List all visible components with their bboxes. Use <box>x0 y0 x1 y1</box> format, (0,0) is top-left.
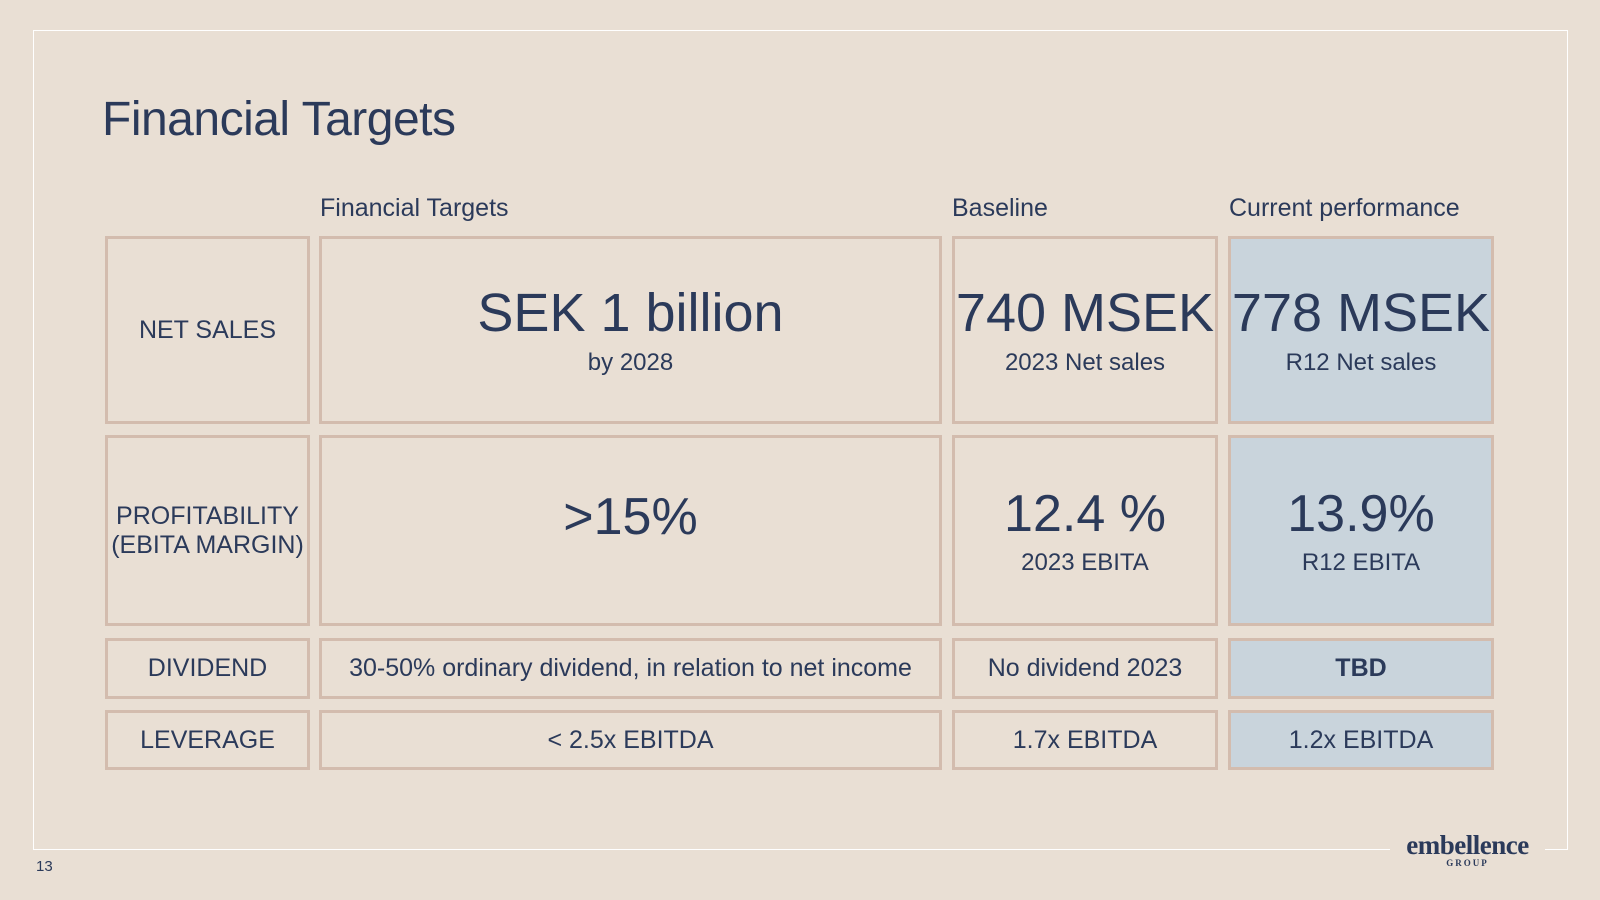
current-profitability: 13.9% R12 EBITA <box>1228 435 1494 626</box>
row-label-line1: PROFITABILITY <box>116 501 299 530</box>
page-number: 13 <box>36 858 53 875</box>
baseline-value: 1.7x EBITDA <box>1012 725 1158 754</box>
row-label-text: NET SALES <box>138 315 277 344</box>
baseline-net-sales: 740 MSEK 2023 Net sales <box>952 236 1218 424</box>
current-value: TBD <box>1335 654 1387 682</box>
row-label-text: LEVERAGE <box>140 725 275 754</box>
column-header-baseline: Baseline <box>952 194 1048 222</box>
row-label-leverage: LEVERAGE <box>105 710 310 770</box>
target-leverage: < 2.5x EBITDA <box>319 710 942 770</box>
target-dividend: 30-50% ordinary dividend, in relation to… <box>319 638 942 699</box>
current-dividend: TBD <box>1228 638 1494 699</box>
current-value: 13.9% <box>1287 484 1435 543</box>
baseline-dividend: No dividend 2023 <box>952 638 1218 699</box>
baseline-sub: 2023 Net sales <box>1004 349 1166 376</box>
baseline-value: No dividend 2023 <box>987 654 1183 682</box>
current-value: 778 MSEK <box>1231 283 1491 343</box>
logo-wordmark: embellence <box>1406 830 1529 860</box>
baseline-sub: 2023 EBITA <box>1021 548 1149 576</box>
target-profitability: >15% <box>319 435 942 626</box>
row-label-line2: (EBITA MARGIN) <box>111 530 304 559</box>
target-value: 30-50% ordinary dividend, in relation to… <box>349 654 912 682</box>
target-value: >15% <box>563 488 698 546</box>
column-header-targets: Financial Targets <box>320 194 509 222</box>
baseline-profitability: 12.4 % 2023 EBITA <box>952 435 1218 626</box>
company-logo: embellence GROUP <box>1400 830 1535 869</box>
current-net-sales: 778 MSEK R12 Net sales <box>1228 236 1494 424</box>
target-net-sales: SEK 1 billion by 2028 <box>319 236 942 424</box>
logo-group-text: GROUP <box>1446 858 1489 868</box>
baseline-leverage: 1.7x EBITDA <box>952 710 1218 770</box>
baseline-value: 740 MSEK <box>955 283 1215 343</box>
target-value: < 2.5x EBITDA <box>547 725 714 754</box>
current-leverage: 1.2x EBITDA <box>1228 710 1494 770</box>
row-label-dividend: DIVIDEND <box>105 638 310 699</box>
current-sub: R12 Net sales <box>1285 349 1437 376</box>
row-label-text: DIVIDEND <box>147 654 268 682</box>
frame-gap <box>1390 845 1545 855</box>
current-sub: R12 EBITA <box>1301 548 1421 576</box>
slide-title: Financial Targets <box>102 93 456 146</box>
target-sub: by 2028 <box>587 349 674 376</box>
row-label-profitability: PROFITABILITY (EBITA MARGIN) <box>105 435 310 626</box>
current-value: 1.2x EBITDA <box>1288 725 1434 754</box>
baseline-value: 12.4 % <box>1004 484 1166 543</box>
row-label-net-sales: NET SALES <box>105 236 310 424</box>
target-value: SEK 1 billion <box>477 283 784 343</box>
slide-frame <box>33 30 1568 850</box>
column-header-current: Current performance <box>1229 194 1460 222</box>
